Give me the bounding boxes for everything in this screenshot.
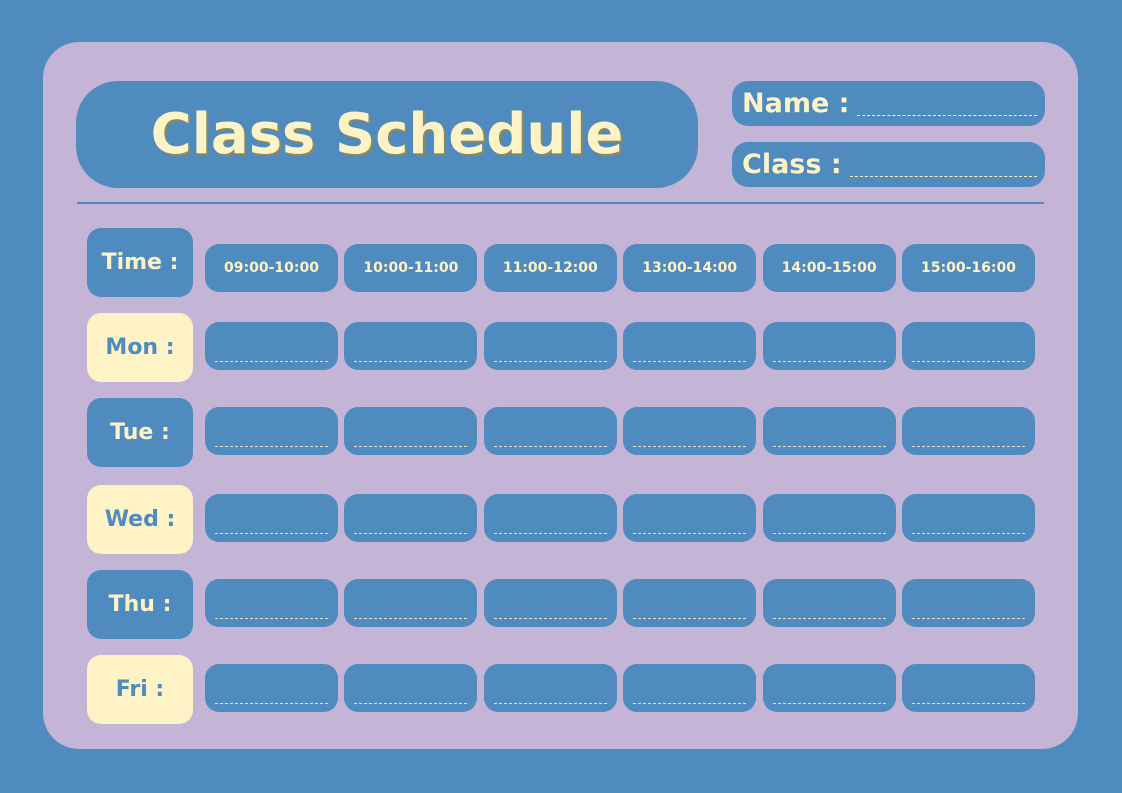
cell-input-line — [772, 533, 886, 534]
cell-input-line — [912, 446, 1025, 447]
cell-input-line — [912, 618, 1025, 619]
schedule-cell[interactable] — [344, 664, 478, 712]
cell-input-line — [493, 446, 607, 447]
schedule-cell[interactable] — [205, 407, 338, 455]
schedule-cell[interactable] — [344, 322, 478, 370]
schedule-cell[interactable] — [762, 322, 896, 370]
schedule-cell[interactable] — [623, 494, 757, 542]
cell-input-line — [354, 703, 468, 704]
schedule-cell[interactable] — [344, 579, 478, 627]
class-field[interactable]: Class : — [732, 142, 1045, 187]
time-slot-header: 13:00-14:00 — [623, 244, 757, 292]
time-slot-header: 10:00-11:00 — [344, 244, 478, 292]
cell-input-line — [772, 446, 886, 447]
schedule-cell[interactable] — [483, 494, 617, 542]
schedule-cell[interactable] — [623, 322, 757, 370]
time-slot-header: 14:00-15:00 — [762, 244, 896, 292]
cell-input-line — [633, 703, 747, 704]
cell-input-line — [354, 618, 468, 619]
time-label: Time : — [87, 228, 193, 297]
cell-input-line — [912, 533, 1025, 534]
cell-input-line — [215, 703, 328, 704]
time-slot-header: 11:00-12:00 — [483, 244, 617, 292]
divider — [77, 202, 1044, 204]
cell-input-line — [493, 703, 607, 704]
cell-input-line — [215, 618, 328, 619]
name-input-line[interactable] — [857, 91, 1037, 116]
cell-input-line — [633, 446, 747, 447]
schedule-cell[interactable] — [623, 664, 757, 712]
cell-input-line — [215, 533, 328, 534]
schedule-cell[interactable] — [623, 579, 757, 627]
schedule-cell[interactable] — [762, 664, 896, 712]
schedule-cell[interactable] — [902, 494, 1035, 542]
cell-input-line — [772, 618, 886, 619]
cell-input-line — [633, 618, 747, 619]
day-label: Tue : — [87, 398, 193, 467]
day-label: Mon : — [87, 313, 193, 382]
cell-input-line — [493, 533, 607, 534]
time-slot-header: 09:00-10:00 — [205, 244, 338, 292]
cell-input-line — [772, 703, 886, 704]
day-label: Wed : — [87, 485, 193, 554]
schedule-cell[interactable] — [762, 579, 896, 627]
name-field[interactable]: Name : — [732, 81, 1045, 126]
time-slot-header: 15:00-16:00 — [902, 244, 1035, 292]
day-label: Fri : — [87, 655, 193, 724]
class-input-line[interactable] — [849, 152, 1037, 177]
day-label: Thu : — [87, 570, 193, 639]
schedule-cell[interactable] — [344, 494, 478, 542]
schedule-cell[interactable] — [344, 407, 478, 455]
page-title: Class Schedule — [76, 81, 698, 188]
schedule-cell[interactable] — [623, 407, 757, 455]
schedule-cell[interactable] — [483, 579, 617, 627]
schedule-cell[interactable] — [762, 407, 896, 455]
cell-input-line — [215, 361, 328, 362]
cell-input-line — [633, 361, 747, 362]
schedule-cell[interactable] — [205, 664, 338, 712]
cell-input-line — [354, 446, 468, 447]
schedule-cell[interactable] — [902, 407, 1035, 455]
schedule-cell[interactable] — [483, 407, 617, 455]
cell-input-line — [633, 533, 747, 534]
cell-input-line — [215, 446, 328, 447]
schedule-cell[interactable] — [483, 664, 617, 712]
schedule-cell[interactable] — [902, 322, 1035, 370]
class-label: Class : — [742, 149, 842, 180]
cell-input-line — [493, 618, 607, 619]
cell-input-line — [354, 361, 468, 362]
schedule-cell[interactable] — [205, 322, 338, 370]
name-label: Name : — [742, 88, 850, 119]
cell-input-line — [493, 361, 607, 362]
cell-input-line — [772, 361, 886, 362]
schedule-cell[interactable] — [902, 664, 1035, 712]
schedule-cell[interactable] — [902, 579, 1035, 627]
cell-input-line — [912, 703, 1025, 704]
schedule-cell[interactable] — [483, 322, 617, 370]
schedule-cell[interactable] — [762, 494, 896, 542]
schedule-cell[interactable] — [205, 494, 338, 542]
cell-input-line — [354, 533, 468, 534]
schedule-cell[interactable] — [205, 579, 338, 627]
cell-input-line — [912, 361, 1025, 362]
